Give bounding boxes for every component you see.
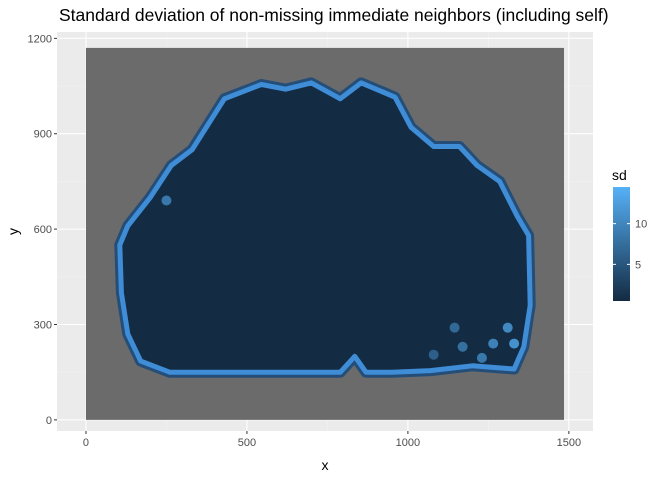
x-axis-title: x [322, 457, 329, 473]
legend-tick-label: 5 [635, 259, 641, 271]
hotspot-cell [457, 341, 468, 352]
x-tick-label: 1000 [396, 437, 420, 449]
legend: sd 5 10 [612, 167, 647, 301]
x-tick-label: 500 [238, 437, 256, 449]
y-tick-label: 300 [34, 319, 52, 331]
y-axis-title: y [5, 228, 21, 235]
y-tick-label: 900 [34, 129, 52, 141]
hotspot-cell [502, 322, 513, 333]
y-tick-label: 600 [34, 224, 52, 236]
x-tick-label: 1500 [557, 437, 581, 449]
axes: 0 500 1000 1500 0 300 600 900 1200 [28, 33, 582, 449]
hotspot-cell [428, 349, 439, 360]
legend-title: sd [612, 167, 627, 183]
legend-tick-label: 10 [635, 219, 647, 231]
y-tick-label: 0 [46, 415, 52, 427]
y-tick-label: 1200 [28, 33, 52, 45]
heatmap-data [85, 47, 565, 420]
hotspot-cell [509, 338, 520, 349]
hotspot-cell [161, 195, 172, 206]
hotspot-cell [476, 352, 487, 363]
hotspot-cell [488, 338, 499, 349]
legend-colorbar [613, 187, 630, 301]
x-tick-label: 0 [83, 437, 89, 449]
tissue-region [117, 80, 533, 375]
hotspot-cell [449, 322, 460, 333]
chart-title: Standard deviation of non-missing immedi… [59, 5, 609, 25]
